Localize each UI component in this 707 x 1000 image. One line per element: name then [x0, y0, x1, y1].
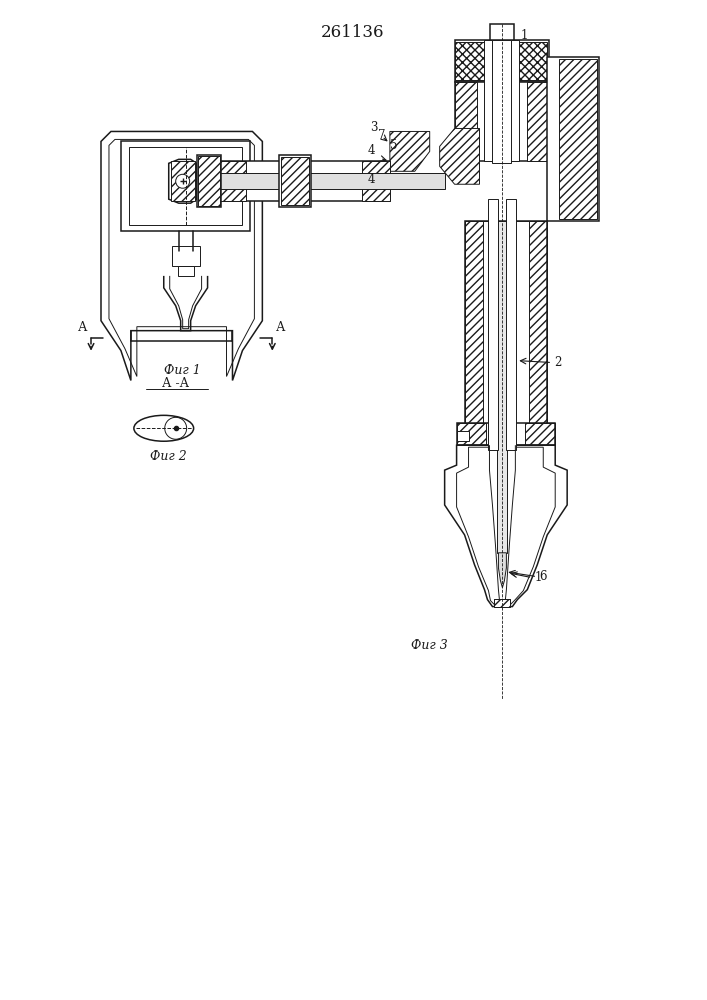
Circle shape	[176, 174, 189, 188]
Ellipse shape	[549, 112, 589, 151]
Text: Фиг 2: Фиг 2	[151, 450, 187, 463]
Bar	[493, 40, 511, 163]
Bar	[494, 599, 510, 607]
Bar	[489, 199, 498, 450]
Text: 7: 7	[378, 129, 385, 142]
Bar	[198, 156, 220, 206]
Bar	[197, 155, 221, 207]
Bar	[455, 40, 549, 82]
Bar	[170, 161, 194, 201]
Polygon shape	[390, 131, 430, 171]
Bar	[218, 161, 247, 201]
Bar	[559, 59, 597, 219]
Bar	[204, 173, 445, 189]
Text: 1: 1	[520, 29, 527, 42]
Text: 1: 1	[534, 571, 542, 584]
Text: 5: 5	[390, 139, 397, 152]
Bar	[525, 221, 547, 440]
Text: Фиг 1: Фиг 1	[164, 364, 201, 377]
Text: 4: 4	[368, 173, 375, 186]
Bar	[279, 155, 311, 207]
Text: А: А	[276, 321, 286, 334]
Bar	[281, 157, 309, 205]
Bar	[362, 161, 390, 201]
Polygon shape	[169, 159, 197, 203]
Bar	[457, 431, 469, 441]
Bar	[484, 40, 520, 161]
Polygon shape	[440, 128, 479, 184]
Bar	[484, 221, 498, 445]
Text: А -А: А -А	[162, 377, 189, 390]
Bar	[547, 57, 599, 221]
Bar	[464, 221, 547, 440]
Bar	[515, 221, 530, 445]
Bar	[509, 42, 547, 80]
Bar	[455, 82, 477, 161]
Bar	[552, 163, 586, 199]
Text: А: А	[78, 321, 87, 334]
Text: 4: 4	[368, 144, 375, 157]
Bar	[499, 40, 506, 82]
Bar	[527, 82, 549, 161]
Bar	[455, 42, 494, 80]
Bar	[455, 82, 549, 161]
Bar	[506, 199, 516, 450]
Bar	[121, 141, 250, 231]
Bar	[464, 221, 486, 440]
Bar	[494, 599, 510, 607]
Bar	[177, 266, 194, 276]
Bar	[525, 423, 555, 445]
Ellipse shape	[549, 161, 589, 201]
Bar	[457, 423, 486, 445]
Bar	[457, 423, 555, 445]
Bar	[494, 40, 510, 44]
Bar	[494, 40, 513, 82]
Bar	[172, 246, 199, 266]
Bar	[129, 147, 243, 225]
Text: 2: 2	[554, 356, 561, 369]
Bar	[218, 161, 390, 201]
Bar	[552, 114, 586, 149]
Polygon shape	[498, 553, 506, 588]
Text: 6: 6	[539, 570, 547, 583]
Text: 261136: 261136	[321, 24, 385, 41]
Text: Фиг 3: Фиг 3	[411, 639, 448, 652]
Text: 3: 3	[370, 121, 378, 134]
Bar	[491, 24, 515, 42]
Bar	[498, 221, 508, 553]
